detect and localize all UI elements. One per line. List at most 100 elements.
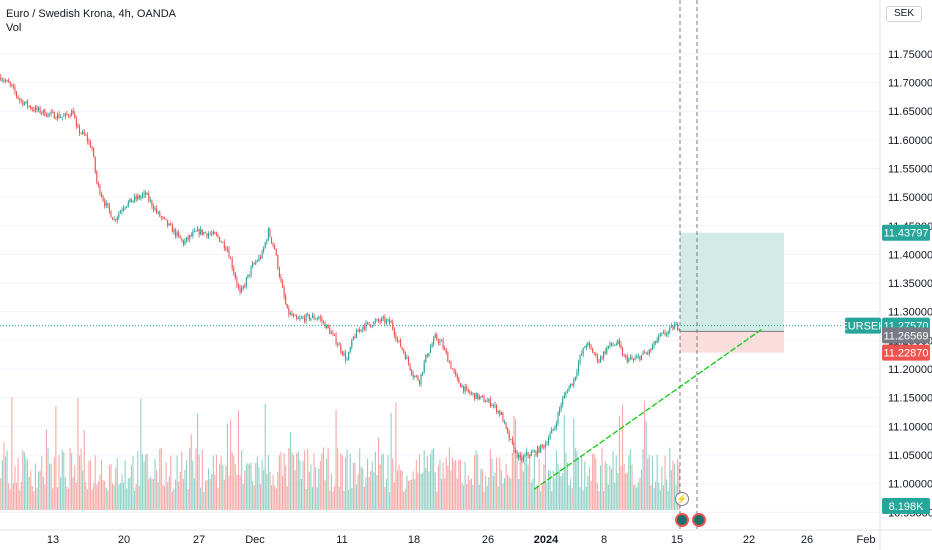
volume-bar (130, 465, 132, 510)
candle-body (266, 239, 268, 243)
time-tick-label: 13 (47, 534, 59, 546)
volume-bar (555, 450, 557, 510)
volume-bar (470, 478, 472, 510)
candle-body (15, 92, 18, 96)
candle-body (620, 344, 622, 349)
candle-body (502, 412, 504, 423)
dividends-icon[interactable]: ⚡ (675, 492, 689, 506)
volume-bar (507, 474, 509, 510)
volume-bar (433, 448, 435, 510)
volume-bar (645, 420, 647, 510)
candle-body (275, 249, 277, 255)
candle-body (310, 317, 312, 320)
volume-bar (170, 455, 172, 510)
volume-bar (146, 453, 148, 510)
volume-bar (297, 451, 299, 510)
volume-bar (463, 485, 465, 510)
volume-bar (656, 454, 658, 510)
candle-body (415, 375, 417, 377)
candle-body (507, 427, 509, 433)
volume-bar (185, 460, 188, 510)
volume-bar (655, 481, 657, 510)
candle-body (182, 240, 184, 245)
volume-bar (281, 475, 284, 510)
event-marker-icon[interactable] (675, 513, 689, 527)
candle-body (6, 80, 8, 82)
candle-body (456, 374, 458, 379)
volume-bar (137, 451, 139, 510)
candle-body (241, 287, 243, 293)
price-tick-label: 11.05000 (888, 450, 932, 462)
candle-body (151, 200, 153, 207)
volume-bar (390, 413, 392, 510)
volume-bar (0, 478, 2, 510)
volume-bar (530, 482, 532, 510)
event-marker-icon[interactable] (692, 513, 706, 527)
candle-body (14, 87, 16, 93)
volume-bar (456, 478, 458, 510)
volume-bar (140, 398, 142, 510)
volume-bar (285, 465, 287, 510)
candle-body (458, 378, 460, 384)
candle-body (422, 371, 424, 374)
candle-body (612, 345, 614, 346)
candle-body (655, 341, 657, 344)
candle-body (390, 321, 392, 324)
volume-label[interactable]: Vol (6, 22, 22, 34)
candle-body (393, 328, 395, 335)
volume-bar (277, 471, 279, 510)
volume-bar (115, 468, 117, 510)
volume-bar (12, 483, 14, 510)
candle-body (387, 319, 389, 321)
time-tick-label: 22 (743, 534, 755, 546)
candle-body (373, 321, 375, 326)
candle-body (56, 114, 59, 119)
price-tags: 11.43797EURSEK11.2757011.2656911.228708.… (840, 224, 930, 514)
position-tool[interactable] (680, 232, 784, 353)
volume-bar (6, 450, 8, 510)
candle-body (417, 376, 419, 381)
candle-body (434, 334, 436, 338)
candle-body (193, 230, 195, 232)
candle-body (436, 334, 438, 340)
candle-body (261, 251, 263, 259)
trendline (533, 328, 763, 490)
volume-bar (22, 450, 24, 510)
volume-bar (370, 471, 372, 510)
volume-bar (14, 466, 16, 510)
price-tick-label: 11.60000 (888, 135, 932, 147)
volume-bar (621, 404, 624, 510)
candle-body (163, 217, 166, 219)
symbol-title[interactable]: Euro / Swedish Krona, 4h, OANDA (6, 8, 176, 20)
volume-bar (209, 479, 211, 510)
volume-bar (483, 491, 485, 510)
candle-body (431, 344, 433, 348)
volume-bar (226, 424, 229, 510)
volume-bar (4, 456, 7, 510)
volume-bar (573, 418, 575, 510)
candle-body (200, 229, 202, 235)
volume-bar (330, 473, 332, 510)
volume-bar (71, 452, 73, 510)
volume-bar (354, 462, 356, 510)
candle-body (341, 351, 343, 355)
candle-body (289, 313, 291, 315)
candle-body (88, 141, 90, 142)
volume-bar (44, 484, 46, 510)
candle-body (264, 242, 266, 249)
volume-bar (640, 469, 642, 510)
volume-bar (525, 447, 528, 510)
currency-button[interactable]: SEK (886, 6, 922, 22)
volume-bar (318, 468, 320, 510)
volume-bar (190, 434, 192, 510)
candle-body (253, 263, 255, 265)
drawings[interactable] (0, 0, 880, 530)
candle-body (514, 450, 517, 452)
volume-bar (445, 457, 447, 510)
volume-bar (250, 462, 252, 510)
candle-body (503, 422, 506, 423)
candle-body (382, 317, 384, 319)
candle-body (248, 274, 251, 276)
candle-body (245, 278, 247, 287)
